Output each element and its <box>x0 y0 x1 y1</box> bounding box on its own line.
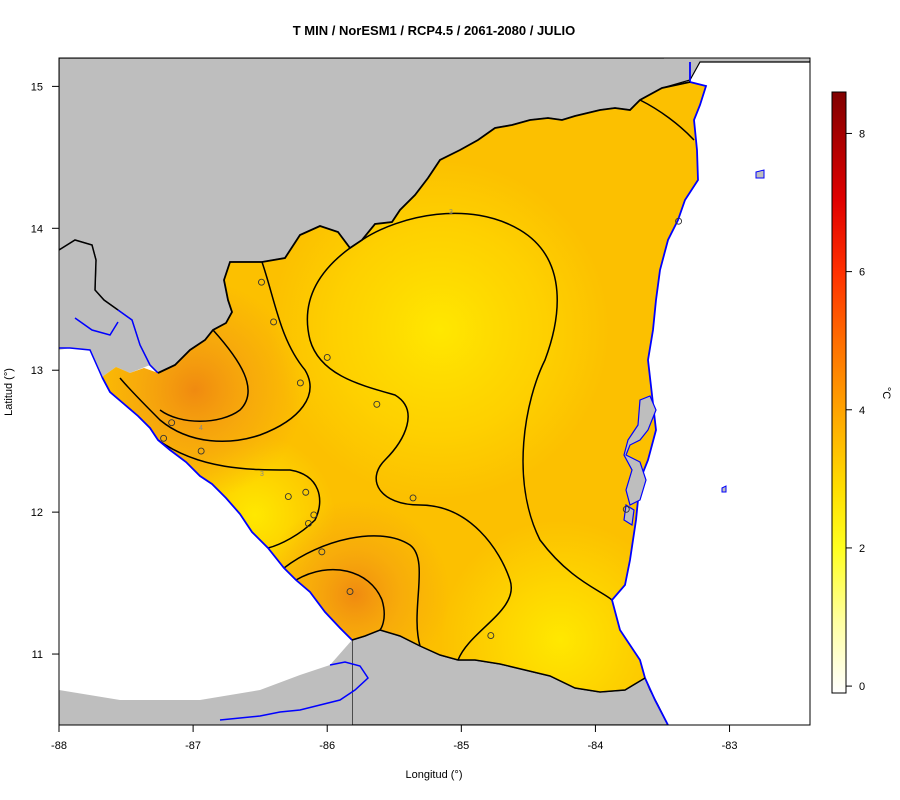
x-axis-label: Longitud (°) <box>406 769 463 781</box>
contour-label: 3 <box>260 471 264 478</box>
station-marker <box>302 488 310 496</box>
salvador-coast <box>59 239 119 311</box>
contour-label: 4 <box>199 425 203 432</box>
station-marker <box>622 505 630 513</box>
station-marker <box>168 419 176 427</box>
station-marker <box>197 447 205 455</box>
station-marker <box>284 493 292 500</box>
x-tick-label: -84 <box>587 740 603 752</box>
y-tick-label: 13 <box>31 365 43 377</box>
y-tick-label: 12 <box>31 507 43 519</box>
y-axis: 11 12 13 14 15 <box>31 81 59 661</box>
station-marker <box>160 434 168 442</box>
contour-label: 3 <box>449 209 453 216</box>
station-marker <box>487 632 495 640</box>
colorbar-ticks: 0 2 4 6 8 <box>846 128 865 693</box>
colorbar-tick-label: 0 <box>859 681 865 693</box>
station-marker <box>304 520 312 527</box>
costa-rica-border <box>351 629 646 693</box>
station-marker <box>323 353 331 361</box>
y-tick-label: 15 <box>31 81 43 93</box>
lagoon-perlas <box>623 395 657 506</box>
coastline-caribbean <box>611 62 708 725</box>
x-tick-label: -86 <box>319 740 335 752</box>
plot-frame <box>58 57 811 726</box>
colorbar-tick-label: 8 <box>859 128 865 140</box>
y-axis-label: Latitud (°) <box>3 368 15 416</box>
station-marker <box>373 400 381 408</box>
station-marker <box>310 511 318 519</box>
coastline-pacific <box>101 376 353 641</box>
nicoya-coast <box>219 661 369 721</box>
station-marker <box>258 278 265 286</box>
x-tick-label: -88 <box>51 740 67 752</box>
chart-title: T MIN / NorESM1 / RCP4.5 / 2061-2080 / J… <box>293 23 575 38</box>
colorbar-tick-label: 6 <box>859 267 865 279</box>
honduras-border <box>157 81 691 374</box>
land-costa-rica-west <box>59 640 352 725</box>
y-tick-label: 14 <box>31 223 43 235</box>
x-tick-label: -87 <box>185 740 201 752</box>
station-marker <box>346 588 354 596</box>
gulf-fonseca-coast <box>59 309 159 378</box>
y-tick-label: 11 <box>32 649 43 661</box>
land-pacific-side <box>59 240 150 377</box>
station-marker <box>270 318 278 326</box>
colorbar-tick-label: 4 <box>859 405 865 417</box>
cayos-corn <box>721 169 765 493</box>
x-tick-label: -83 <box>722 740 738 752</box>
contour-lines <box>119 99 695 661</box>
colorbar-tick-label: 2 <box>859 543 865 555</box>
station-marker <box>318 548 326 556</box>
station-marker <box>675 217 683 225</box>
bay-bluefields <box>623 503 635 527</box>
station-marker <box>409 494 417 502</box>
x-axis: -88 -87 -86 -85 -84 -83 <box>51 725 737 752</box>
colorbar-unit: °C <box>880 387 892 399</box>
station-marker <box>296 379 304 387</box>
colorbar <box>831 91 847 694</box>
x-tick-label: -85 <box>453 740 469 752</box>
station-markers <box>160 217 683 640</box>
